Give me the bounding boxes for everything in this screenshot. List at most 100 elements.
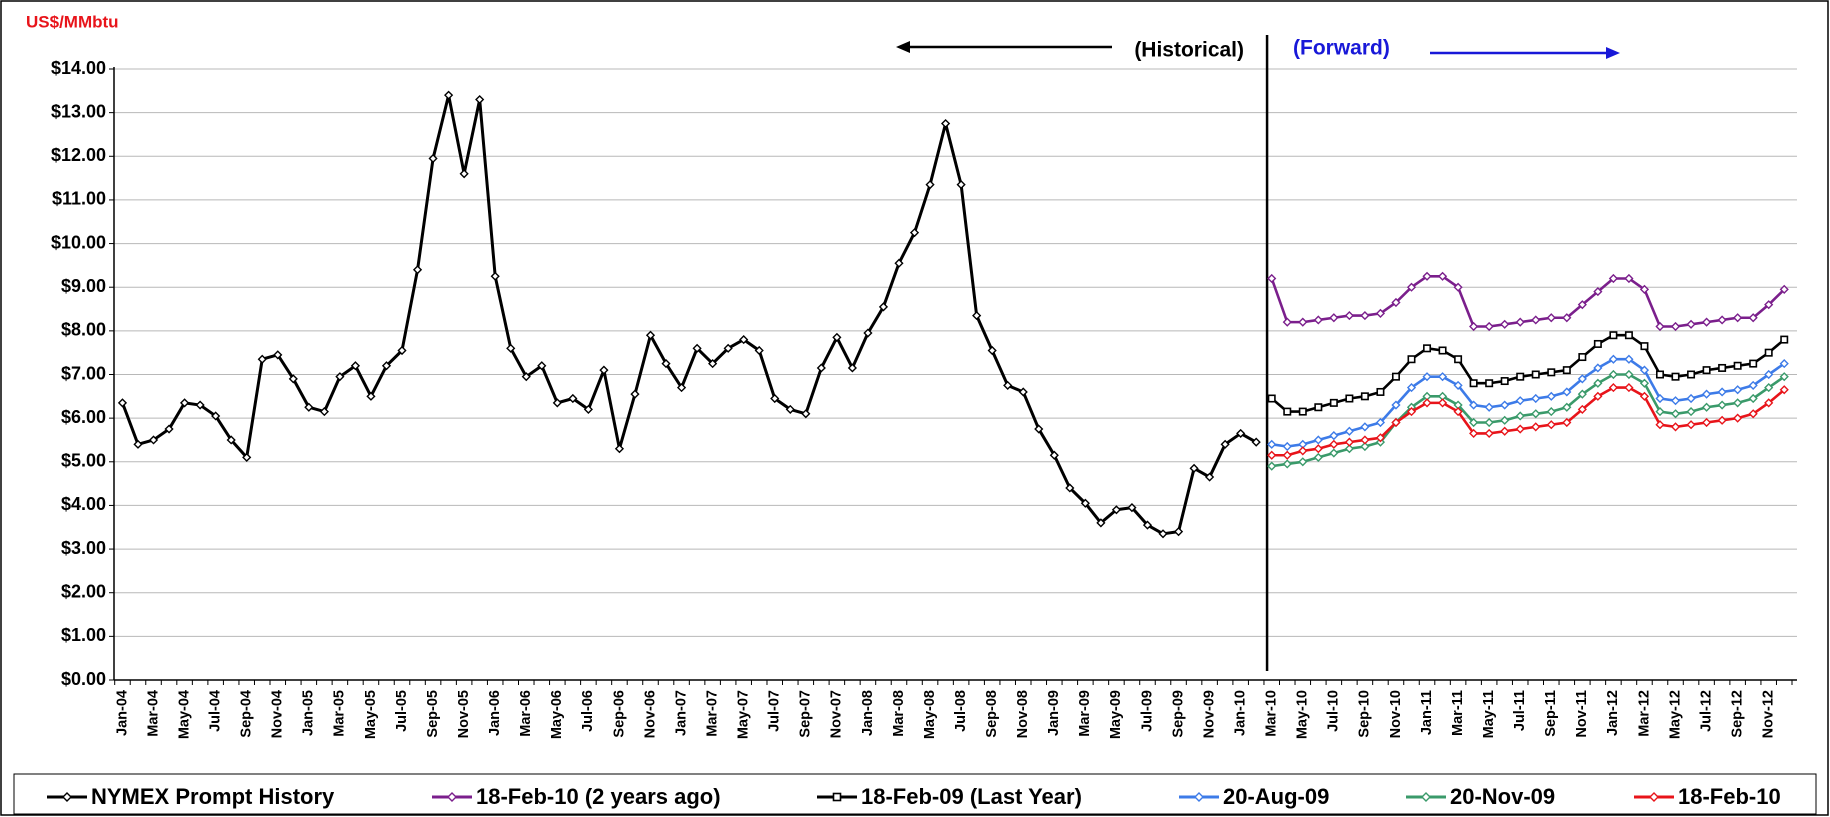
marker [692, 343, 702, 353]
y-tick-label: $10.00 [51, 232, 106, 252]
marker [1562, 417, 1572, 428]
marker [1329, 313, 1339, 323]
marker [630, 389, 640, 399]
marker [1640, 342, 1649, 351]
marker [1671, 372, 1680, 381]
x-tick-label: Mar-11 [1450, 690, 1466, 736]
x-tick-label: Nov-12 [1761, 690, 1777, 738]
y-tick-label: $9.00 [61, 276, 106, 296]
marker [1453, 407, 1463, 417]
marker [940, 118, 951, 129]
marker [1484, 402, 1494, 412]
marker [1546, 391, 1556, 401]
marker [708, 358, 718, 369]
marker [164, 424, 174, 434]
marker [1127, 503, 1137, 513]
x-tick-label: Jan-06 [487, 690, 503, 736]
marker [273, 350, 283, 360]
marker [1313, 452, 1323, 463]
marker [1702, 366, 1711, 375]
marker [226, 435, 236, 445]
x-tick-label: Sep-06 [611, 690, 627, 738]
marker [1779, 358, 1789, 369]
marker [1780, 335, 1789, 344]
marker [1593, 378, 1603, 388]
marker [1485, 379, 1494, 388]
y-tick-label: $4.00 [61, 494, 106, 514]
x-tick-label: Jul-05 [394, 690, 410, 732]
x-tick-label: May-12 [1667, 690, 1683, 739]
legend-label: NYMEX Prompt History [91, 784, 335, 809]
marker [1034, 424, 1044, 434]
marker [1717, 415, 1727, 425]
x-tick-label: May-11 [1481, 690, 1497, 738]
x-tick-label: Jan-09 [1046, 690, 1062, 736]
marker [62, 792, 72, 802]
marker [645, 330, 656, 340]
marker [1670, 409, 1681, 419]
marker [304, 402, 314, 412]
x-tick-label: May-04 [176, 690, 192, 739]
marker [1484, 428, 1494, 439]
marker [1515, 411, 1525, 421]
marker [1717, 400, 1727, 410]
marker [242, 452, 252, 463]
marker [583, 404, 593, 415]
marker [1733, 361, 1742, 370]
x-tick-label: Nov-11 [1574, 690, 1590, 738]
marker [1500, 377, 1509, 386]
marker [1593, 391, 1603, 401]
marker [1391, 400, 1401, 410]
marker [1407, 355, 1416, 364]
marker [1376, 387, 1385, 396]
marker [1360, 392, 1369, 401]
marker [179, 398, 190, 408]
marker [1282, 450, 1292, 460]
legend-label: 18-Feb-09 (Last Year) [861, 784, 1082, 809]
marker [1344, 310, 1354, 321]
x-tick-label: Sep-07 [798, 690, 814, 738]
y-tick-label: $12.00 [51, 145, 106, 165]
marker [1422, 372, 1432, 382]
marker [1003, 380, 1013, 391]
y-tick-label: $13.00 [51, 101, 106, 121]
series-line [1271, 373, 1785, 468]
marker [1375, 417, 1386, 428]
marker [1406, 383, 1417, 393]
marker [459, 169, 469, 179]
marker [1189, 463, 1199, 473]
marker [1345, 394, 1354, 403]
marker [1500, 319, 1510, 329]
marker [1283, 407, 1292, 416]
marker [1267, 439, 1277, 449]
x-tick-label: Jul-09 [1139, 690, 1155, 732]
marker [1313, 435, 1323, 445]
marker [366, 391, 376, 401]
marker [1593, 339, 1602, 348]
marker [816, 363, 826, 373]
legend-box [13, 773, 1817, 815]
marker [1360, 435, 1370, 445]
marker [661, 358, 671, 369]
marker [1065, 483, 1075, 493]
marker [832, 332, 842, 342]
x-tick-label: Mar-07 [704, 690, 720, 737]
x-tick-label: Jan-04 [114, 690, 130, 736]
x-tick-label: Sep-05 [425, 690, 441, 738]
marker [319, 407, 329, 417]
marker [1701, 317, 1712, 327]
marker [1608, 273, 1618, 284]
marker [1687, 370, 1696, 379]
marker [1764, 300, 1774, 310]
marker [1639, 284, 1650, 294]
marker [1282, 441, 1292, 452]
marker [428, 153, 438, 164]
marker [1437, 398, 1448, 408]
marker [444, 90, 454, 100]
marker [1624, 331, 1633, 340]
marker [1577, 300, 1587, 310]
x-tick-label: Sep-04 [239, 690, 255, 738]
x-tick-label: Sep-10 [1357, 690, 1373, 738]
marker [1670, 396, 1681, 406]
marker [1531, 409, 1541, 419]
